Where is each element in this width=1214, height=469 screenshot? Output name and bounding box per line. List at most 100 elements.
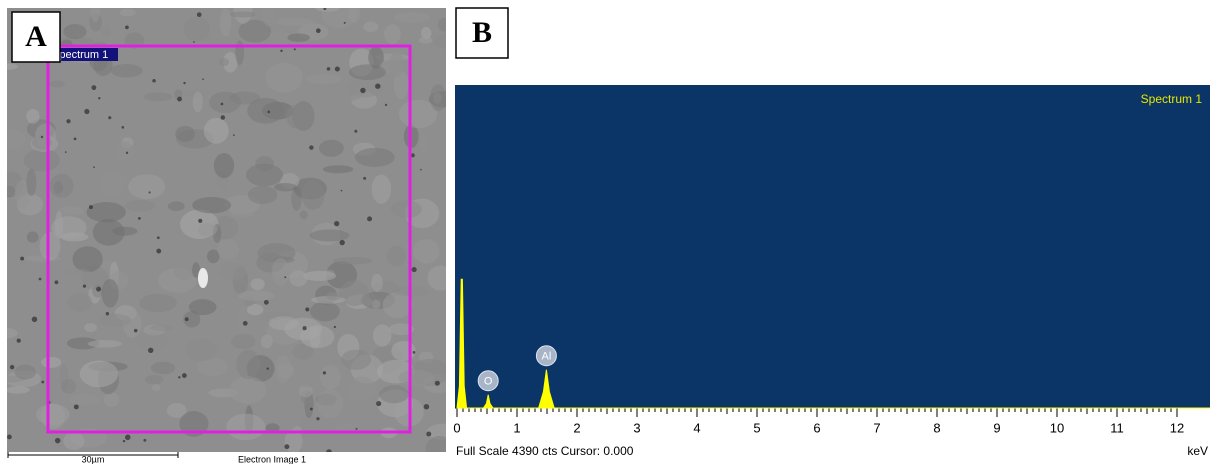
peak-label: Al [542,351,552,363]
grain [209,91,241,114]
pore [411,267,417,273]
grain [222,52,238,73]
grain [341,349,372,370]
grain [26,108,40,124]
pore [280,49,283,53]
grain [150,324,174,332]
grain [371,174,392,204]
pore [316,417,320,421]
grain [320,364,341,390]
x-tick-label: 4 [693,420,700,435]
grain [219,8,232,37]
pore [143,438,147,442]
grain [286,104,303,129]
region-label-bg [50,48,118,61]
grain [271,258,290,286]
grain [301,180,325,210]
pore [340,189,343,192]
grain [7,129,26,150]
x-tick-label: 0 [453,420,460,435]
pore [156,248,162,254]
pore [89,205,93,210]
grain [218,58,230,67]
grain [103,392,120,408]
pore [305,307,310,312]
pore [410,153,415,158]
grain [318,139,344,157]
x-tick-label: 8 [933,420,940,435]
grain [368,46,384,69]
grain [175,125,195,143]
grain [66,337,99,350]
grain [292,425,303,436]
grain [305,74,343,85]
grain [384,24,401,44]
grain [228,211,256,218]
pore [293,48,296,51]
panel-label: B [472,16,492,49]
pore [423,403,430,410]
grain [114,141,134,162]
pore [375,83,381,89]
status-text: Full Scale 4390 cts Cursor: 0.000 [456,444,634,458]
pore [66,119,71,124]
grain [309,229,350,242]
grain [203,117,229,144]
grain [152,384,161,392]
pore [73,137,77,141]
grain [119,8,136,17]
grain [84,323,97,333]
grain [363,21,379,33]
pore [193,41,195,43]
x-tick-label: 5 [753,420,760,435]
pore [412,351,416,354]
grain [206,249,220,264]
grain [298,364,317,388]
grain [246,303,264,316]
x-tick-label: 7 [873,420,880,435]
grain [245,163,283,187]
grain [188,299,217,316]
pore [122,439,126,443]
pore [7,434,12,440]
pore [16,338,21,343]
grain [382,292,413,319]
grain [420,132,429,156]
grain [110,63,143,78]
grain [425,435,446,452]
pore [367,216,373,222]
pore [105,312,110,316]
pore [434,380,440,386]
grain [14,364,36,380]
grain [371,273,383,292]
grain [56,206,84,216]
grain [63,24,87,40]
grain [26,168,37,197]
grain [90,8,100,23]
pore [220,102,224,106]
x-tick-label: 1 [513,420,520,435]
pore [133,328,138,333]
grain [7,386,30,394]
pore [302,326,307,331]
pore [309,407,313,411]
grain [139,293,177,313]
grain [412,238,440,264]
grain [427,265,446,291]
grain [72,246,103,273]
grain [40,403,65,430]
grain [302,270,337,281]
grain [321,8,356,29]
pore [108,116,112,120]
pore [177,96,182,102]
pore [125,151,129,155]
peak-label: O [484,376,493,388]
pore [334,66,340,72]
grain [261,8,275,27]
pore [233,134,235,136]
grain [247,185,278,205]
pore [125,25,129,30]
sem-image [7,8,446,452]
spectrum-region [46,44,412,434]
pore [73,404,79,410]
